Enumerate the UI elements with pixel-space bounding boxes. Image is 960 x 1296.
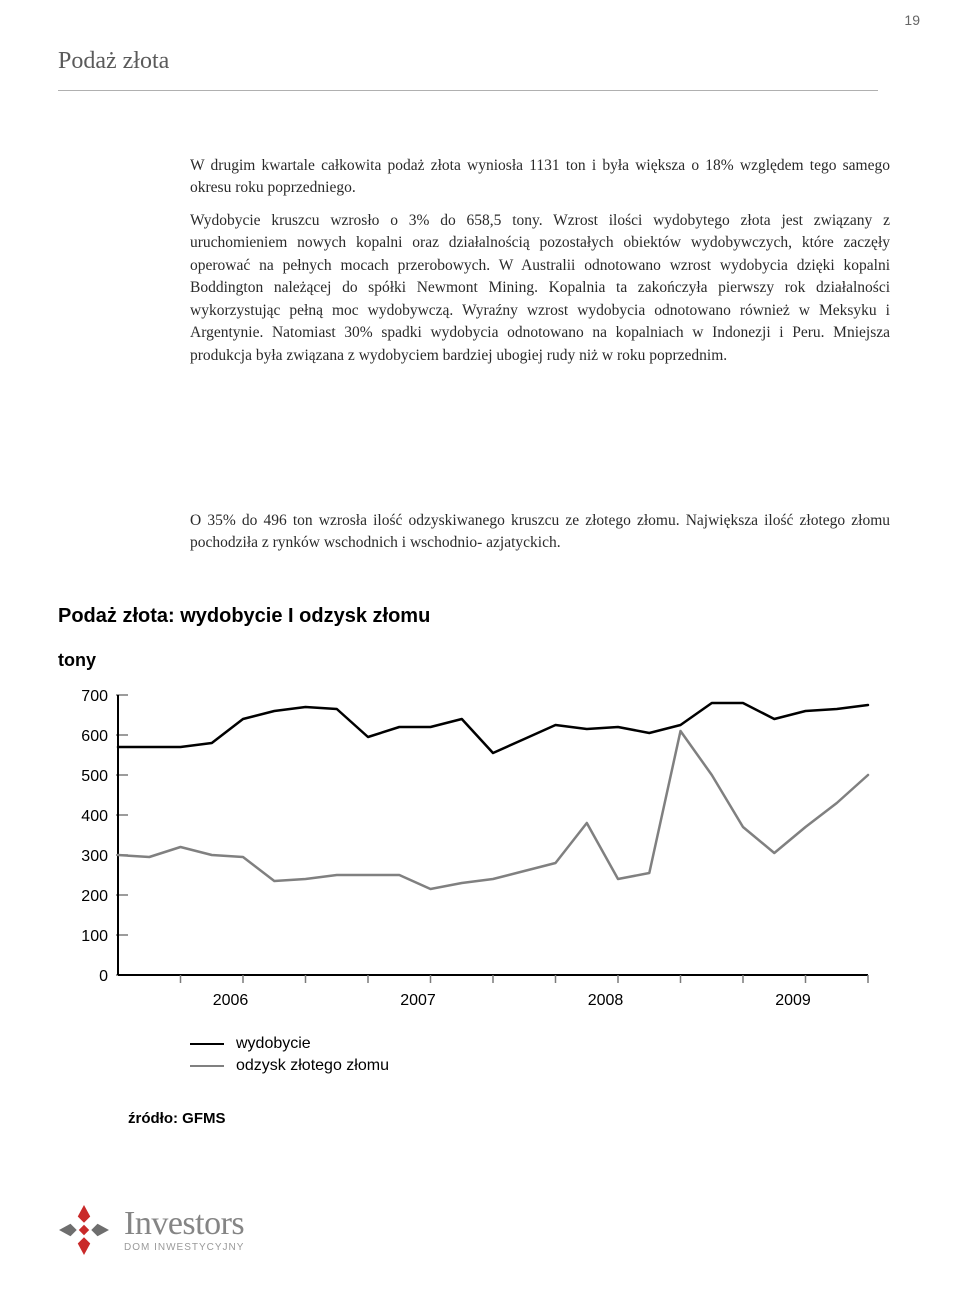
legend-swatch-grey <box>190 1065 224 1067</box>
svg-text:600: 600 <box>81 728 108 745</box>
chart-source: źródło: GFMS <box>128 1110 226 1127</box>
chart-svg: 0 100 200 300 400 500 600 700 2006 2007 2008 2009 <box>58 685 878 1025</box>
svg-text:2007: 2007 <box>400 992 436 1009</box>
logo-mark-icon <box>58 1204 110 1256</box>
section-title: Podaż złota <box>58 48 169 75</box>
svg-text:0: 0 <box>99 968 108 985</box>
svg-text:500: 500 <box>81 768 108 785</box>
svg-text:2009: 2009 <box>775 992 811 1009</box>
legend-swatch-dark <box>190 1043 224 1045</box>
legend-item-wydobycie: wydobycie <box>190 1035 389 1053</box>
paragraph-1: W drugim kwartale całkowita podaż złota … <box>190 155 890 200</box>
chart-legend: wydobycie odzysk złotego złomu <box>190 1035 389 1079</box>
svg-text:700: 700 <box>81 688 108 705</box>
paragraph-2: Wydobycie kruszcu wzrosło o 3% do 658,5 … <box>190 210 890 367</box>
logo-wordmark: Investors <box>124 1207 244 1241</box>
svg-text:2008: 2008 <box>588 992 624 1009</box>
legend-item-odzysk: odzysk złotego złomu <box>190 1057 389 1075</box>
chart-title: Podaż złota: wydobycie I odzysk złomu <box>58 605 430 628</box>
investors-logo: Investors DOM INWESTYCYJNY <box>58 1204 244 1256</box>
legend-label-odzysk: odzysk złotego złomu <box>236 1057 389 1075</box>
title-divider <box>58 90 878 91</box>
svg-text:2006: 2006 <box>213 992 249 1009</box>
svg-text:400: 400 <box>81 808 108 825</box>
gold-supply-chart: 0 100 200 300 400 500 600 700 2006 2007 2008 2009 <box>58 685 878 1025</box>
logo-subtitle: DOM INWESTYCYJNY <box>124 1243 244 1253</box>
legend-label-wydobycie: wydobycie <box>236 1035 311 1053</box>
paragraph-3: O 35% do 496 ton wzrosła ilość odzyskiwa… <box>190 510 890 555</box>
chart-y-axis-label: tony <box>58 650 96 671</box>
svg-text:300: 300 <box>81 848 108 865</box>
svg-text:100: 100 <box>81 928 108 945</box>
page-number: 19 <box>904 12 920 28</box>
svg-text:200: 200 <box>81 888 108 905</box>
